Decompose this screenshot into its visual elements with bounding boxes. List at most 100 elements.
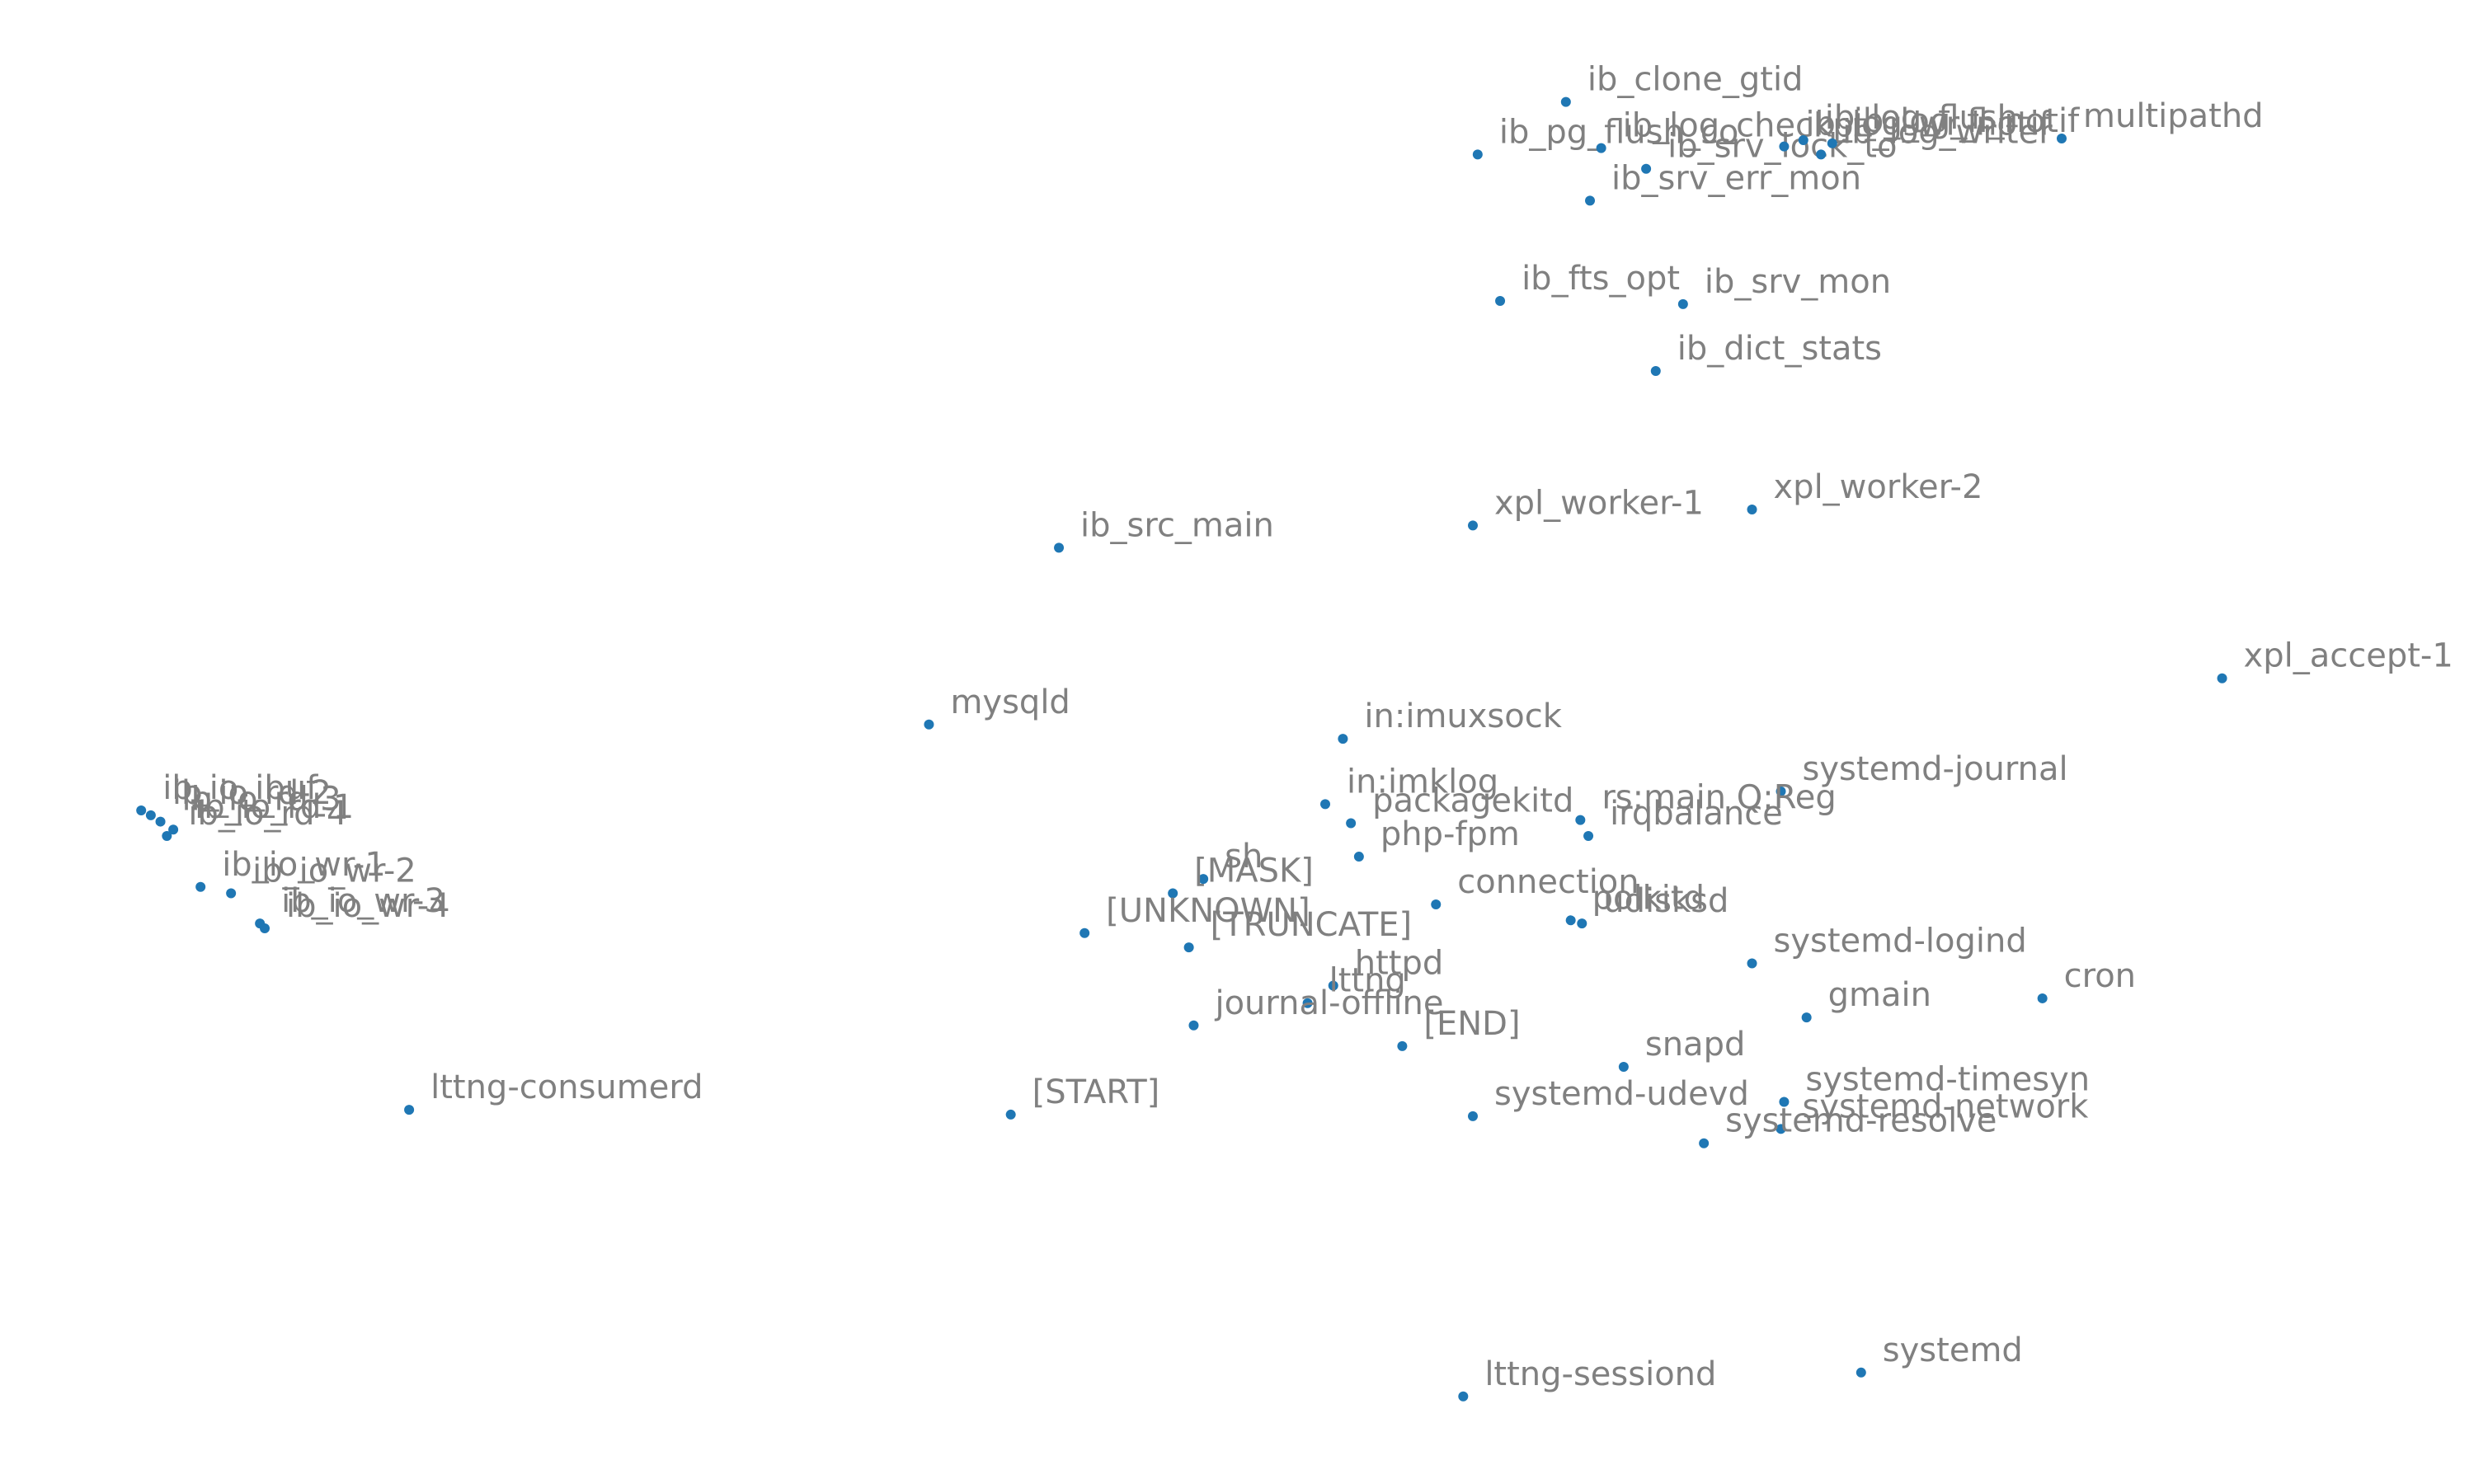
- point-label: lttng: [1329, 962, 1406, 1000]
- point-marker: [1583, 830, 1594, 841]
- scatter-point: rs:main Q:Reg: [1575, 779, 1837, 825]
- scatter-point: systemd-logind: [1747, 922, 2027, 969]
- scatter-point: systemd-network: [1776, 1087, 2090, 1134]
- scatter-point: ib_srv_err_mon: [1585, 159, 1861, 206]
- scatter-point: [UNKNOWN]: [1079, 892, 1310, 938]
- point-label: xpl_accept-1: [2244, 637, 2453, 675]
- scatter-point: udisksd: [1577, 882, 1729, 929]
- point-marker: [1472, 149, 1483, 160]
- point-label: lttng-sessiond: [1484, 1355, 1716, 1393]
- point-label: xpl_worker-1: [1494, 484, 1704, 522]
- scatter-point: xpl_worker-1: [1467, 484, 1704, 531]
- scatter-point: [END]: [1397, 1005, 1521, 1051]
- point-marker: [2057, 134, 2067, 144]
- scatter-point: mysqld: [924, 683, 1070, 730]
- point-label: gmain: [1828, 976, 1931, 1014]
- point-marker: [1188, 1020, 1199, 1031]
- point-label: ib_io_wr-4: [286, 887, 450, 925]
- point-marker: [1431, 899, 1442, 909]
- point-marker: [145, 810, 156, 820]
- point-marker: [1801, 1012, 1812, 1023]
- scatter-point: ib_fts_opt: [1495, 260, 1680, 307]
- scatter-point: ib_io_rd-4: [162, 795, 347, 841]
- scatter-point: xpl_accept-1: [2217, 637, 2453, 683]
- point-label: [END]: [1423, 1005, 1520, 1043]
- point-marker: [1054, 542, 1065, 553]
- point-label: systemd-journal: [1803, 750, 2068, 788]
- points-layer: ib_clone_gtid ib_pg_flush_coib_log_checkp…: [136, 61, 2453, 1402]
- scatter-point: journal-offline: [1188, 984, 1444, 1031]
- scatter-point: [START]: [1005, 1073, 1160, 1120]
- scatter-point: php-fpm: [1353, 815, 1520, 862]
- point-marker: [1747, 958, 1757, 969]
- scatter-point: systemd: [1856, 1331, 2023, 1378]
- point-marker: [1565, 915, 1576, 926]
- scatter-point: xpl_worker-2: [1747, 468, 1982, 515]
- point-marker: [2037, 993, 2048, 1003]
- scatter-point: connection: [1431, 863, 1639, 909]
- point-label: ib_io_rd-4: [188, 795, 347, 833]
- scatter-point: packagekitd: [1346, 782, 1573, 829]
- point-label: ib_io_wr-1: [222, 846, 386, 884]
- scatter-point: snapd: [1618, 1026, 1745, 1072]
- scatter-point: ib_dict_stats: [1650, 330, 1882, 376]
- scatter-point: ib_log_checkpt: [1596, 107, 1867, 153]
- point-marker: [1198, 874, 1209, 885]
- point-label: systemd-timesyn: [1805, 1060, 2090, 1098]
- point-marker: [1079, 928, 1090, 938]
- scatter-point: lttng-consumerd: [404, 1068, 703, 1115]
- scatter-point: ib_pg_flush_co: [1472, 113, 1738, 160]
- scatter-point: ib_io_wr-1: [195, 846, 386, 892]
- point-marker: [1560, 96, 1571, 107]
- point-label: polkitd: [1592, 879, 1705, 917]
- point-label: ib_io_rd-1: [195, 788, 354, 826]
- point-marker: [404, 1105, 415, 1115]
- scatter-point: systemd-timesyn: [1779, 1060, 2090, 1107]
- scatter-point: polkitd: [1565, 879, 1705, 926]
- point-marker: [1338, 734, 1348, 744]
- point-label: sh: [1225, 838, 1263, 876]
- point-marker: [1346, 818, 1357, 829]
- point-marker: [162, 830, 172, 841]
- scatter-point: ib_srv_mon: [1677, 263, 1891, 309]
- point-label: ib_log_fl_notif: [1854, 102, 2080, 140]
- point-label: systemd-resolve: [1725, 1102, 1997, 1140]
- scatter-point: ib_io_wr-3: [255, 882, 445, 929]
- point-marker: [1397, 1040, 1408, 1051]
- scatter-point: ib_io_rd-3: [155, 781, 341, 827]
- point-marker: [1302, 998, 1313, 1008]
- point-label: ib_log_checkpt: [1623, 107, 1867, 145]
- point-label: ib_srv_mon: [1705, 263, 1891, 301]
- point-label: [START]: [1032, 1073, 1160, 1111]
- point-marker: [1467, 520, 1478, 531]
- point-marker: [1650, 366, 1661, 376]
- point-label: ib_srv_err_mon: [1611, 159, 1861, 197]
- point-marker: [136, 805, 147, 816]
- point-marker: [1183, 942, 1194, 953]
- point-marker: [1798, 134, 1808, 145]
- point-label: in:imklog: [1347, 763, 1498, 801]
- scatter-point: systemd-journal: [1776, 750, 2068, 796]
- scatter-point: systemd-udevd: [1467, 1075, 1749, 1121]
- scatter-point: ib_log_writer: [1816, 113, 2053, 160]
- point-label: udisksd: [1603, 882, 1729, 920]
- point-label: packagekitd: [1372, 782, 1573, 819]
- point-marker: [168, 824, 179, 835]
- scatter-point: ib_io_ibuf: [136, 769, 318, 816]
- scatter-point: ib_log_flush: [1798, 99, 2018, 145]
- point-label: httpd: [1355, 944, 1444, 982]
- point-label: ib_log_flush: [1825, 99, 2018, 137]
- point-label: ib_log_wr_notif: [1805, 106, 2051, 143]
- point-label: systemd-network: [1803, 1087, 2090, 1125]
- scatter-point: ib_io_rd-2: [145, 774, 332, 820]
- point-label: ib_io_wr-2: [252, 852, 416, 890]
- point-label: ib_clone_gtid: [1587, 61, 1804, 99]
- point-marker: [1827, 138, 1837, 148]
- point-marker: [155, 816, 166, 827]
- scatter-point: in:imuxsock: [1338, 697, 1563, 744]
- point-marker: [1641, 163, 1652, 174]
- point-marker: [1776, 1124, 1786, 1134]
- point-label: ib_src_main: [1080, 506, 1274, 544]
- point-marker: [1618, 1061, 1629, 1072]
